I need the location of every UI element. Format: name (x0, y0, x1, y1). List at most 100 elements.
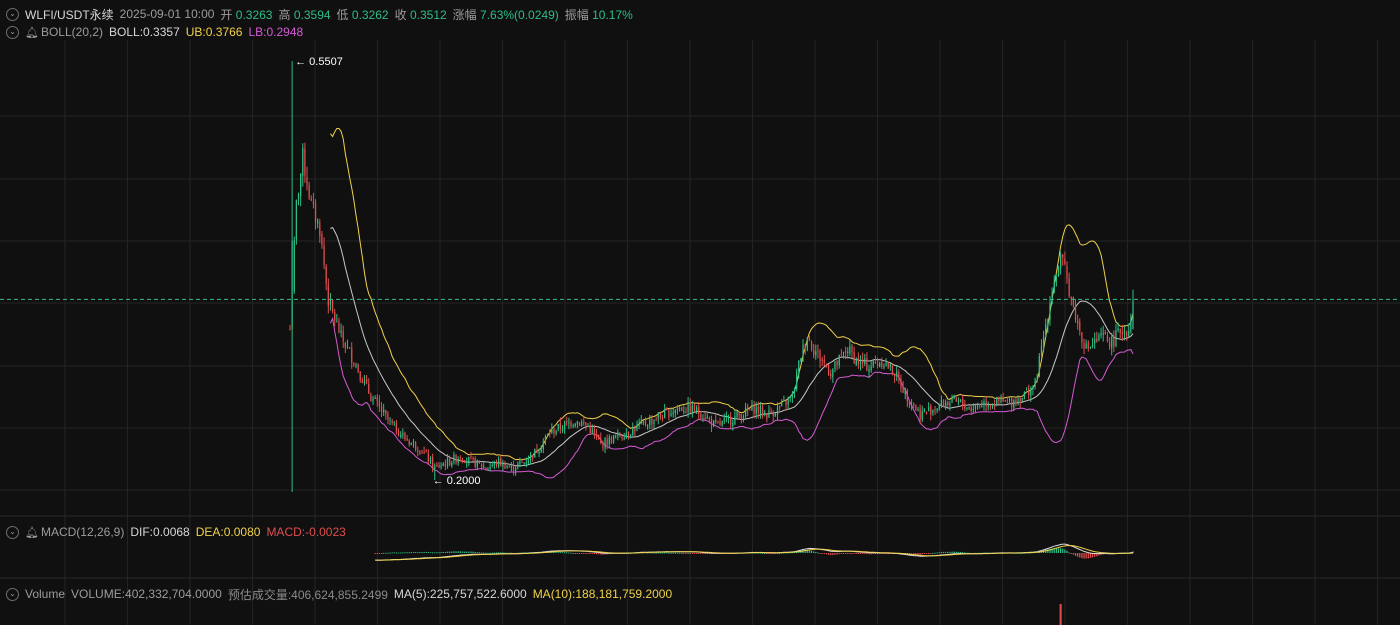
candle (289, 324, 291, 331)
low-label: 低 (336, 7, 349, 22)
candle (759, 401, 762, 419)
candle (1038, 353, 1040, 378)
candle-body (604, 438, 606, 449)
low-value: 0.3262 (351, 7, 389, 22)
macd-histogram-bar (493, 552, 496, 554)
macd-histogram-bar (1077, 553, 1079, 557)
macd-histogram-bar (419, 552, 421, 554)
candle (1036, 373, 1038, 383)
chevron-down-icon[interactable]: ⌄ (6, 25, 19, 39)
candle (651, 415, 653, 429)
candle (655, 416, 657, 422)
candle-body (431, 456, 434, 469)
candle (468, 456, 470, 467)
candle-body (438, 465, 440, 468)
candle (991, 403, 994, 409)
candle-body (1062, 254, 1064, 258)
candle (551, 423, 553, 434)
candle (312, 192, 315, 209)
bell-icon[interactable]: 🔔︎ (25, 526, 39, 539)
macd-histogram-bar (851, 553, 853, 554)
candle-body (1096, 338, 1098, 342)
candle (627, 431, 630, 440)
macd-histogram-bar (1068, 552, 1070, 554)
candle-body (691, 405, 693, 412)
macd-histogram-bar (687, 552, 689, 554)
candle-body (676, 408, 679, 411)
candle (1002, 392, 1004, 403)
candle (927, 402, 930, 412)
candle-body (587, 425, 589, 427)
macd-histogram-bar (853, 553, 855, 554)
chevron-down-icon[interactable]: ⌄ (6, 587, 19, 601)
candle-body (870, 366, 872, 371)
chevron-down-icon[interactable]: ⌄ (6, 525, 19, 539)
candle-body (1032, 386, 1034, 389)
candle (302, 143, 304, 187)
candle (947, 400, 949, 408)
macd-histogram-bar (817, 552, 819, 554)
candle-body (681, 407, 683, 412)
chevron-down-icon[interactable]: ⌄ (6, 7, 19, 21)
candle (1000, 394, 1002, 404)
candle-body (655, 419, 657, 421)
macd-histogram-bar (557, 551, 559, 553)
candle (902, 380, 904, 394)
macd-histogram-bar (1096, 553, 1098, 557)
candle (348, 347, 351, 349)
candle-body (474, 458, 476, 468)
candle (987, 401, 989, 411)
candle-body (595, 433, 598, 437)
candle-body (823, 360, 825, 363)
candle (1062, 253, 1064, 266)
candle (1064, 251, 1066, 266)
macd-histogram-bar (1094, 553, 1096, 557)
candle (730, 412, 732, 429)
candle-body (414, 442, 417, 450)
candle-body (463, 460, 466, 463)
macd-histogram-bar (698, 553, 700, 554)
candle (485, 467, 487, 471)
candle (1045, 318, 1047, 338)
macd-histogram-bar (674, 552, 676, 554)
candle (698, 401, 700, 421)
candle-body (781, 402, 783, 407)
candle-body (753, 405, 755, 414)
candle (1113, 330, 1115, 353)
candle-body (857, 357, 860, 365)
candle-body (755, 407, 757, 415)
candle (659, 412, 662, 420)
candle-body (534, 448, 536, 458)
candle (453, 451, 455, 465)
candle-body (1021, 398, 1023, 402)
candle (500, 454, 502, 467)
candle (721, 420, 723, 428)
candle-body (615, 436, 617, 438)
macd-histogram-bar (655, 552, 657, 554)
macd-histogram-bar (380, 553, 383, 554)
candle (449, 455, 451, 467)
candle (546, 433, 549, 437)
candle (291, 61, 293, 492)
candle-body (429, 457, 432, 463)
candle-body (623, 438, 625, 440)
candle-body (1079, 322, 1081, 331)
candle-body (810, 341, 813, 350)
candle-body (1045, 324, 1047, 336)
macd-histogram-bar (1053, 548, 1055, 553)
candle-body (1091, 344, 1094, 346)
candle-body (768, 409, 770, 418)
candle-body (1077, 320, 1079, 324)
candle (425, 449, 427, 453)
candle-body (329, 300, 332, 305)
macd-histogram-bar (555, 551, 557, 553)
candle (572, 423, 574, 429)
candle-body (570, 422, 572, 427)
candle-body (319, 222, 321, 237)
candle-body (787, 398, 789, 405)
candle-body (813, 350, 815, 355)
macd-histogram-bar (468, 551, 470, 553)
candle-body (602, 442, 604, 448)
bell-icon[interactable]: 🔔︎ (25, 26, 39, 39)
